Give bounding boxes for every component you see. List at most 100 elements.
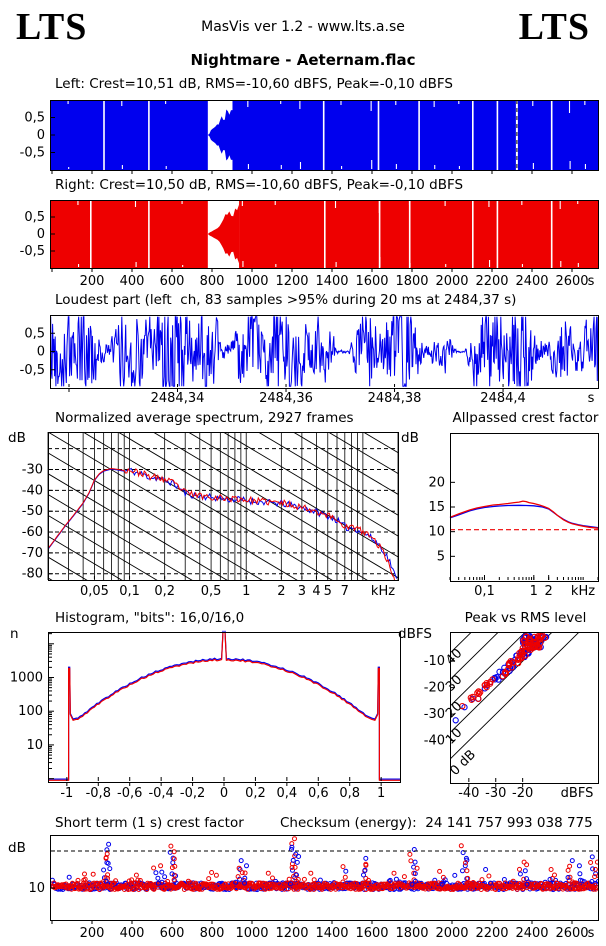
svg-text:-0,5: -0,5: [20, 363, 45, 378]
svg-text:kHz: kHz: [571, 584, 595, 599]
svg-text:2484,36: 2484,36: [259, 391, 313, 406]
svg-text:0,5: 0,5: [24, 210, 45, 225]
svg-text:100: 100: [18, 704, 43, 719]
svg-text:0: 0: [37, 227, 45, 242]
svg-text:-40: -40: [424, 734, 445, 749]
svg-text:-30: -30: [424, 707, 445, 722]
svg-text:0,4: 0,4: [277, 786, 298, 801]
svg-text:-20: -20: [424, 681, 445, 696]
svg-text:10: 10: [28, 881, 45, 896]
svg-text:15: 15: [428, 500, 445, 515]
logo-right: LTS: [518, 6, 590, 48]
svg-text:0,1: 0,1: [119, 584, 140, 599]
svg-text:s: s: [588, 391, 595, 406]
spectrum-title: Normalized average spectrum, 2927 frames: [55, 410, 354, 426]
svg-text:0,2: 0,2: [154, 584, 175, 599]
svg-text:-70: -70: [22, 546, 43, 561]
svg-text:800: 800: [200, 274, 225, 289]
svg-text:-1: -1: [60, 786, 73, 801]
svg-text:600: 600: [160, 926, 185, 941]
svg-text:2: 2: [545, 584, 553, 599]
svg-text:4: 4: [312, 584, 320, 599]
svg-text:2200: 2200: [475, 274, 508, 289]
svg-text:10: 10: [428, 525, 445, 540]
svg-text:30: 30: [443, 672, 465, 694]
svg-text:40: 40: [443, 646, 465, 668]
svg-text:1200: 1200: [275, 926, 308, 941]
right-channel-stats: Right: Crest=10,50 dB, RMS=-10,60 dBFS, …: [55, 177, 464, 193]
svg-text:0,5: 0,5: [24, 326, 45, 341]
svg-text:0: 0: [220, 786, 228, 801]
svg-text:-20: -20: [512, 786, 533, 801]
svg-text:800: 800: [200, 926, 225, 941]
track-title: Nightmare - Aeternam.flac: [190, 51, 416, 69]
svg-text:0: 0: [37, 345, 45, 360]
svg-text:1000: 1000: [235, 926, 268, 941]
right-waveform-plot: 0,5 0 -0,5 200 400 600 800 1000 1200 1400 1600 1800…: [20, 200, 599, 289]
svg-text:1: 1: [377, 786, 385, 801]
svg-text:0,8: 0,8: [339, 786, 360, 801]
svg-text:0,5: 0,5: [24, 111, 45, 126]
histogram-plot: 1000 100 10 -1 -0,8 -0,6 -0,4 -0,2 0 0,2 0,4 0,6 0,8…: [10, 630, 401, 801]
svg-text:2600: 2600: [555, 274, 588, 289]
allpassed-plot: 0,1 1 2 kHz 20 15 10 5: [428, 433, 599, 599]
svg-text:1600: 1600: [355, 274, 388, 289]
svg-text:20: 20: [443, 699, 465, 721]
spectrum-db-unit-right: dB: [401, 430, 419, 446]
svg-text:1200: 1200: [275, 274, 308, 289]
svg-text:2400: 2400: [515, 926, 548, 941]
svg-text:-60: -60: [22, 525, 43, 540]
svg-text:2000: 2000: [435, 274, 468, 289]
svg-text:0,05: 0,05: [80, 584, 109, 599]
svg-text:5: 5: [437, 549, 445, 564]
peak-vs-rms-plot: 40 30 20 100 dB -10 -20 -30 -40 -40 -30 -20 dBFS: [424, 632, 599, 801]
peak-rms-dbfs-unit: dBFS: [398, 626, 432, 642]
svg-text:-30: -30: [485, 786, 506, 801]
svg-text:20: 20: [428, 475, 445, 490]
svg-text:1400: 1400: [315, 274, 348, 289]
svg-text:1800: 1800: [395, 926, 428, 941]
svg-text:-30: -30: [22, 463, 43, 478]
svg-text:2400: 2400: [515, 274, 548, 289]
left-waveform-plot: 0,5 0 -0,5: [20, 100, 599, 174]
svg-text:2484,4: 2484,4: [480, 391, 526, 406]
svg-text:0,1: 0,1: [474, 584, 495, 599]
svg-text:-40: -40: [458, 786, 479, 801]
svg-text:1400: 1400: [315, 926, 348, 941]
svg-text:kHz: kHz: [371, 584, 395, 599]
svg-text:-0,4: -0,4: [148, 786, 173, 801]
loudest-part-title: Loudest part (left ch, 83 samples >95% d…: [55, 292, 517, 308]
svg-text:-50: -50: [22, 504, 43, 519]
svg-text:1: 1: [530, 584, 538, 599]
histogram-title: Histogram, "bits": 16,0/16,0: [55, 610, 245, 626]
svg-text:400: 400: [120, 926, 145, 941]
svg-text:s: s: [588, 274, 595, 289]
short-term-db-unit: dB: [8, 840, 26, 856]
svg-text:10: 10: [26, 738, 43, 753]
svg-text:-10: -10: [424, 654, 445, 669]
svg-text:600: 600: [160, 274, 185, 289]
svg-text:7: 7: [341, 584, 349, 599]
svg-text:2200: 2200: [475, 926, 508, 941]
svg-text:2: 2: [277, 584, 285, 599]
short-term-title: Short term (1 s) crest factor: [55, 815, 244, 831]
svg-text:0,6: 0,6: [308, 786, 329, 801]
svg-text:s: s: [588, 926, 595, 941]
svg-text:dBFS: dBFS: [561, 786, 594, 801]
histogram-n-unit: n: [10, 626, 19, 642]
svg-text:0,5: 0,5: [201, 584, 222, 599]
svg-text:-0,6: -0,6: [117, 786, 142, 801]
svg-text:2000: 2000: [435, 926, 468, 941]
svg-text:1000: 1000: [10, 671, 43, 686]
short-term-crest-plot: 10 200 400 600 800 1000 1200 1400 1600 1800 2000 22…: [28, 835, 599, 941]
svg-text:0,2: 0,2: [245, 786, 266, 801]
svg-text:0: 0: [37, 128, 45, 143]
app-version-line: MasVis ver 1.2 - www.lts.a.se: [201, 19, 405, 35]
allpassed-title: Allpassed crest factor: [452, 410, 599, 426]
loudest-part-plot: 0,5 0 -0,5 2484,34 2484,36 2484,38 2484,4 s: [20, 315, 599, 406]
svg-text:2600: 2600: [555, 926, 588, 941]
svg-text:2484,34: 2484,34: [151, 391, 205, 406]
svg-text:1800: 1800: [395, 274, 428, 289]
